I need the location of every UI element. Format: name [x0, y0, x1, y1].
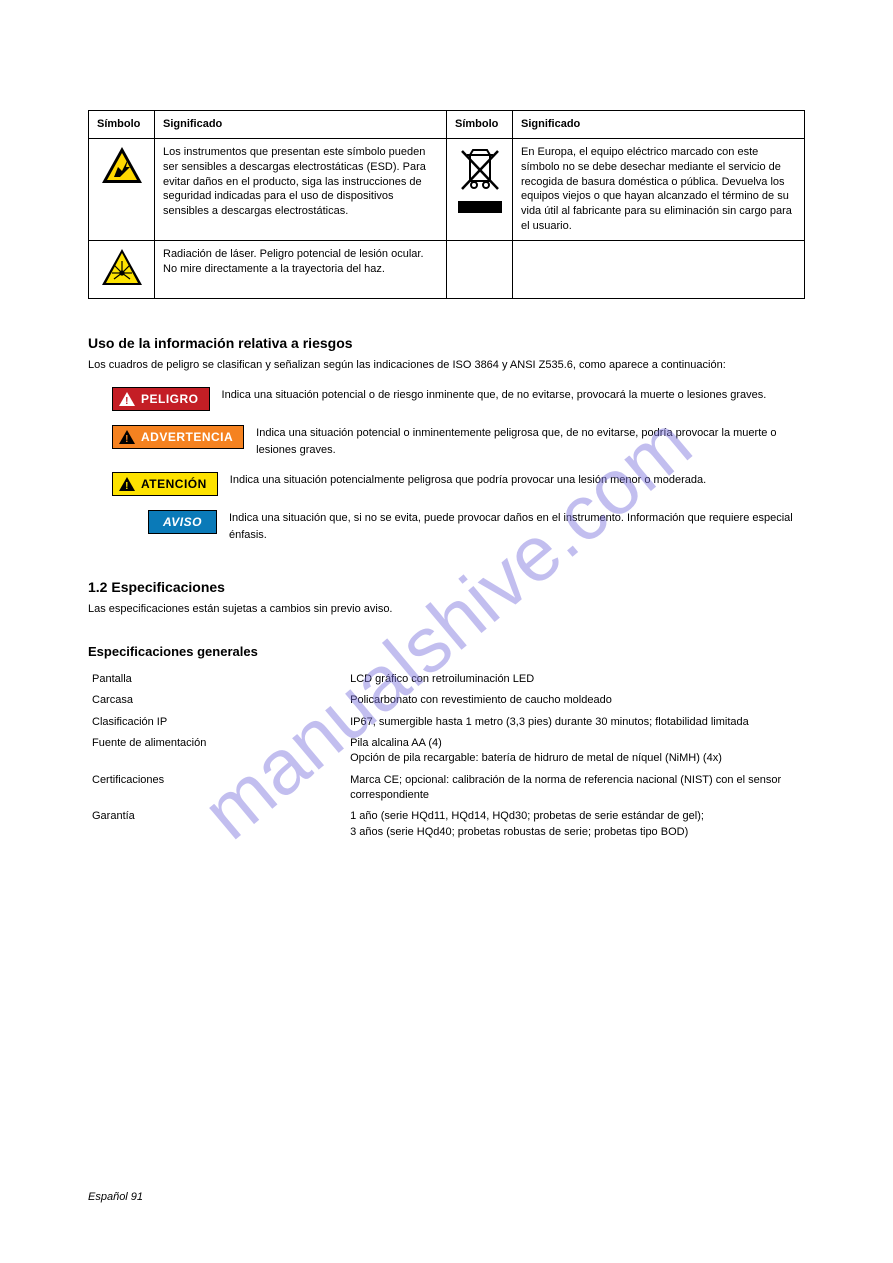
warning-triangle-icon: ! — [119, 430, 135, 444]
specs-table: Pantalla LCD gráfico con retroiluminació… — [88, 669, 805, 844]
spec-value: Policarbonato con revestimiento de cauch… — [346, 690, 805, 711]
symbol-table: Símbolo Significado Símbolo Significado … — [88, 110, 805, 299]
table-row: Los instrumentos que presentan este símb… — [89, 138, 805, 240]
svg-text:!: ! — [125, 481, 129, 491]
meaning-cell: Radiación de láser. Peligro potencial de… — [155, 240, 447, 298]
spec-key: Carcasa — [88, 690, 346, 711]
spec-value: IP67, sumergible hasta 1 metro (3,3 pies… — [346, 712, 805, 733]
spec-key: Garantía — [88, 806, 346, 843]
hazard-text: Indica una situación potencial o inminen… — [256, 425, 805, 458]
table-header-row: Símbolo Significado Símbolo Significado — [89, 111, 805, 139]
spec-row: Certificaciones Marca CE; opcional: cali… — [88, 770, 805, 807]
spec-row: Clasificación IP IP67, sumergible hasta … — [88, 712, 805, 733]
peligro-label: ! PELIGRO — [112, 387, 210, 411]
hazard-row-atencion: ! ATENCIÓN Indica una situación potencia… — [88, 472, 805, 496]
meaning-cell: En Europa, el equipo eléctrico marcado c… — [513, 138, 805, 240]
hazard-row-aviso: AVISO Indica una situación que, si no se… — [88, 510, 805, 543]
label-text: AVISO — [163, 515, 202, 529]
specs-heading: 1.2 Especificaciones — [88, 579, 805, 595]
general-specs-heading: Especificaciones generales — [88, 644, 805, 659]
page-footer: Español 91 — [88, 1191, 805, 1203]
label-text: PELIGRO — [141, 392, 199, 406]
col-header: Símbolo — [89, 111, 155, 139]
page-content: Símbolo Significado Símbolo Significado … — [0, 0, 893, 903]
advertencia-label: ! ADVERTENCIA — [112, 425, 244, 449]
meaning-cell: Los instrumentos que presentan este símb… — [155, 138, 447, 240]
laser-icon — [89, 240, 155, 298]
hazard-text: Indica una situación que, si no se evita… — [229, 510, 805, 543]
spec-row: Carcasa Policarbonato con revestimiento … — [88, 690, 805, 711]
warning-triangle-icon: ! — [119, 477, 135, 491]
spec-row: Garantía 1 año (serie HQd11, HQd14, HQd3… — [88, 806, 805, 843]
empty-cell — [513, 240, 805, 298]
weee-icon — [447, 138, 513, 240]
spec-key: Fuente de alimentación — [88, 733, 346, 770]
hazard-row-peligro: ! PELIGRO Indica una situación potencial… — [88, 387, 805, 411]
hazard-heading: Uso de la información relativa a riesgos — [88, 335, 805, 351]
specs-intro: Las especificaciones están sujetas a cam… — [88, 601, 805, 618]
hazard-intro: Los cuadros de peligro se clasifican y s… — [88, 357, 805, 374]
table-row: Radiación de láser. Peligro potencial de… — [89, 240, 805, 298]
spec-key: Pantalla — [88, 669, 346, 690]
atencion-label: ! ATENCIÓN — [112, 472, 218, 496]
hazard-text: Indica una situación potencial o de ries… — [222, 387, 805, 404]
col-header: Significado — [513, 111, 805, 139]
col-header: Símbolo — [447, 111, 513, 139]
footer-left: Español 91 — [88, 1191, 143, 1203]
spec-value: Marca CE; opcional: calibración de la no… — [346, 770, 805, 807]
esd-icon — [89, 138, 155, 240]
col-header: Significado — [155, 111, 447, 139]
spec-key: Clasificación IP — [88, 712, 346, 733]
svg-text:!: ! — [125, 396, 129, 406]
spec-key: Certificaciones — [88, 770, 346, 807]
label-text: ADVERTENCIA — [141, 430, 233, 444]
spec-value: LCD gráfico con retroiluminación LED — [346, 669, 805, 690]
spec-value: 1 año (serie HQd11, HQd14, HQd30; probet… — [346, 806, 805, 843]
aviso-label: AVISO — [148, 510, 217, 534]
hazard-level-list: ! PELIGRO Indica una situación potencial… — [88, 387, 805, 543]
empty-cell — [447, 240, 513, 298]
spec-row: Fuente de alimentación Pila alcalina AA … — [88, 733, 805, 770]
spec-value: Pila alcalina AA (4) Opción de pila reca… — [346, 733, 805, 770]
label-text: ATENCIÓN — [141, 477, 207, 491]
spec-row: Pantalla LCD gráfico con retroiluminació… — [88, 669, 805, 690]
svg-text:!: ! — [125, 434, 129, 444]
hazard-row-advertencia: ! ADVERTENCIA Indica una situación poten… — [88, 425, 805, 458]
hazard-text: Indica una situación potencialmente peli… — [230, 472, 805, 489]
warning-triangle-icon: ! — [119, 392, 135, 406]
